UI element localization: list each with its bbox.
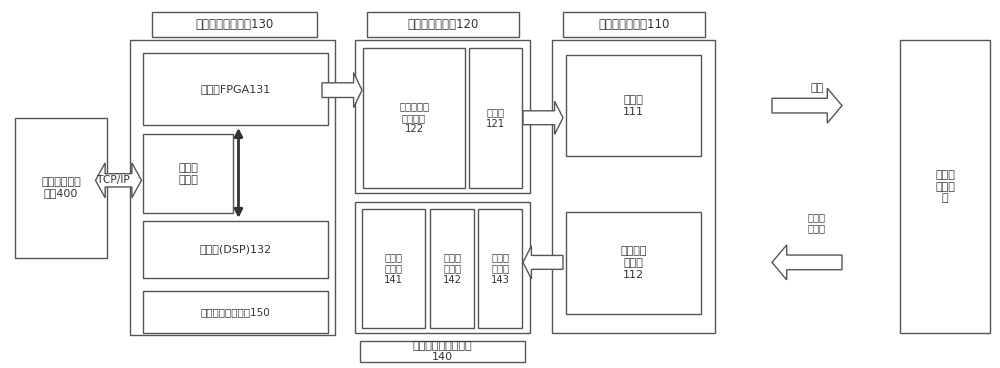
Polygon shape	[772, 88, 842, 123]
Text: 多通道分光单元110: 多通道分光单元110	[598, 18, 670, 31]
Bar	[152, 12, 317, 37]
Bar	[566, 212, 701, 314]
Text: 光信号控制单元120: 光信号控制单元120	[407, 18, 479, 31]
Text: 隔离器与
耦合器
112: 隔离器与 耦合器 112	[620, 246, 647, 280]
Text: 激光器
121: 激光器 121	[486, 107, 505, 128]
Bar	[430, 209, 474, 328]
Bar	[143, 221, 328, 278]
Text: TCP/IP: TCP/IP	[97, 175, 129, 185]
Text: 激光: 激光	[810, 82, 824, 93]
Polygon shape	[322, 73, 362, 107]
Text: 信号采集与处理单元
140: 信号采集与处理单元 140	[413, 341, 472, 362]
Bar	[143, 291, 328, 333]
Text: 分光器
111: 分光器 111	[623, 95, 644, 117]
Text: 光电探
测信号: 光电探 测信号	[808, 212, 826, 233]
Bar	[552, 40, 715, 333]
Bar	[130, 40, 335, 335]
Bar	[900, 40, 990, 333]
Text: 数据通
讯接口: 数据通 讯接口	[178, 163, 198, 185]
Text: 驱动电路及
温控组件
122: 驱动电路及 温控组件 122	[399, 101, 429, 134]
Bar	[363, 48, 465, 188]
Text: 数据集成处理
模块400: 数据集成处理 模块400	[41, 177, 81, 198]
Bar	[478, 209, 522, 328]
Bar	[143, 53, 328, 125]
Bar	[362, 209, 425, 328]
Bar	[563, 12, 705, 37]
Text: 第一电源管理单元150: 第一电源管理单元150	[201, 307, 270, 317]
Text: 第一中央控制单元130: 第一中央控制单元130	[195, 18, 274, 31]
Bar	[355, 202, 530, 333]
Bar	[360, 341, 525, 362]
Text: 信号处
理组件
143: 信号处 理组件 143	[491, 252, 509, 285]
Bar	[143, 134, 233, 213]
Polygon shape	[96, 163, 142, 198]
Bar	[367, 12, 519, 37]
Bar	[469, 48, 522, 188]
Polygon shape	[523, 101, 563, 134]
Bar	[566, 55, 701, 156]
Text: 从控器(DSP)132: 从控器(DSP)132	[199, 244, 272, 254]
Bar	[355, 40, 530, 193]
Bar	[15, 118, 107, 258]
Polygon shape	[523, 246, 563, 279]
Text: 光电探
测组件
141: 光电探 测组件 141	[384, 252, 403, 285]
Text: 主控器FPGA131: 主控器FPGA131	[200, 84, 271, 94]
Text: 光纤传
感器网
络: 光纤传 感器网 络	[935, 170, 955, 204]
Polygon shape	[772, 245, 842, 280]
Text: 信号采
集组件
142: 信号采 集组件 142	[442, 252, 462, 285]
